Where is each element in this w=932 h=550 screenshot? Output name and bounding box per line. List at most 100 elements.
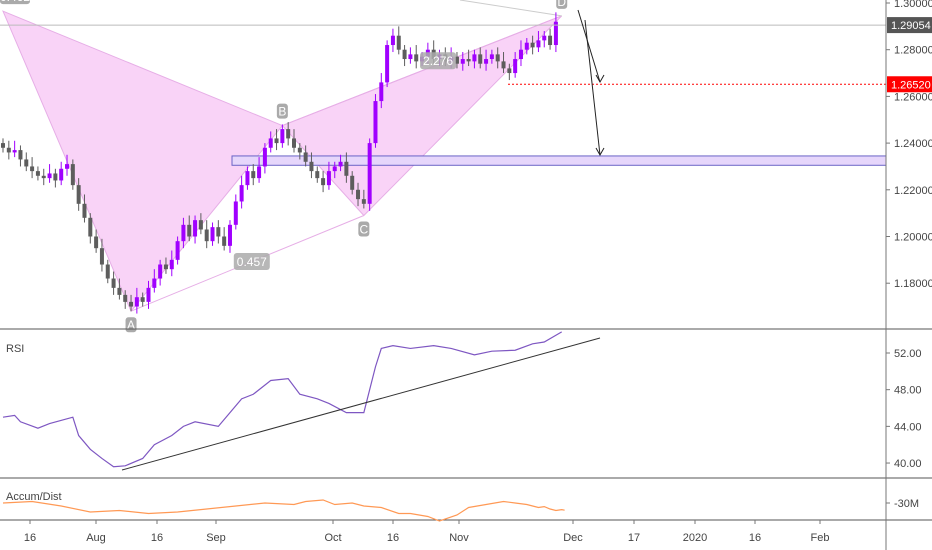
candle-up: [146, 287, 151, 302]
rsi-title: RSI: [6, 343, 24, 355]
candle-down: [35, 171, 40, 176]
time-tick-label: 17: [628, 532, 640, 544]
time-tick-label: Sep: [206, 532, 226, 544]
candle-down: [76, 185, 81, 204]
candle-down: [111, 278, 116, 288]
arrow-head-icon: [595, 147, 605, 157]
candle-down: [309, 161, 314, 172]
candle-up: [268, 138, 273, 148]
pattern-point-label: C: [360, 222, 369, 236]
candle-up: [542, 35, 547, 41]
candle-down: [70, 164, 75, 186]
candle-up: [484, 59, 489, 64]
candle-down: [105, 264, 110, 279]
candle-down: [396, 35, 401, 50]
candle-up: [134, 297, 139, 307]
rsi-trendline: [121, 337, 601, 471]
candle-up: [245, 171, 250, 186]
pattern-line-bd: [282, 15, 562, 127]
candle-down: [344, 161, 349, 176]
candle-up: [373, 101, 378, 144]
candle-up: [390, 35, 395, 46]
time-axis: 16 Aug 16 Sep Oct 16 Nov Dec 17 2020 16 Feb: [24, 520, 830, 544]
candle-up: [59, 168, 64, 181]
ratio-label: 0.457: [237, 255, 267, 269]
candle-down: [274, 138, 279, 144]
candle-down: [292, 138, 296, 148]
ad-title: Accum/Dist: [6, 491, 62, 503]
candle-up: [460, 59, 465, 64]
candle-up: [65, 164, 70, 169]
candle-down: [222, 236, 227, 246]
pattern-label-bg: [125, 317, 137, 333]
time-tick-label: Nov: [449, 532, 469, 544]
pattern-label-bg: [276, 103, 288, 119]
candle-up: [12, 150, 17, 153]
candle-down: [216, 227, 221, 237]
candle-down: [297, 147, 302, 153]
projection-arrow: [577, 9, 601, 83]
candle-down: [361, 199, 366, 204]
candle-down: [30, 166, 35, 172]
candle-up: [524, 42, 529, 50]
candle-up: [239, 185, 244, 202]
candle-down: [507, 68, 512, 74]
candle-down: [530, 42, 535, 48]
price-tick-label: 1.30000: [894, 0, 932, 10]
rsi-tick-label: 44.00: [894, 421, 922, 433]
candle-down: [466, 59, 471, 62]
candle-up: [158, 264, 163, 279]
candle-up: [175, 241, 180, 260]
candle-up: [472, 54, 477, 62]
candle-up: [536, 40, 541, 48]
candle-up: [181, 224, 186, 242]
candle-down: [303, 152, 308, 162]
price-tick-label: 1.22000: [894, 185, 932, 197]
rsi-tick-label: 52.00: [894, 348, 922, 360]
candle-up: [193, 220, 198, 237]
rsi-tick-label: 40.00: [894, 458, 922, 470]
arrow-head-icon: [595, 74, 605, 84]
candle-up: [152, 278, 157, 288]
target-price-label: 1.26520: [891, 79, 931, 91]
time-tick-label: Feb: [811, 532, 830, 544]
candle-down: [53, 173, 58, 181]
candle-down: [251, 171, 256, 179]
time-tick-label: Aug: [86, 532, 106, 544]
candle-down: [187, 224, 192, 237]
time-tick-label: 16: [24, 532, 36, 544]
candle-down: [24, 159, 29, 167]
time-tick-label: Oct: [324, 532, 341, 544]
price-tick-label: 1.28000: [894, 45, 932, 57]
current-price-badge: [887, 17, 932, 34]
candle-up: [262, 147, 267, 167]
candle-up: [227, 224, 232, 246]
candle-down: [501, 61, 506, 69]
candle-down: [163, 264, 168, 270]
rsi-line: [2, 331, 563, 468]
price-tick-label: 1.24000: [894, 138, 932, 150]
candle-down: [123, 294, 128, 302]
pattern-point-label: D: [557, 0, 566, 9]
candle-down: [350, 175, 355, 190]
candle-down: [198, 220, 203, 230]
candle-up: [233, 201, 238, 225]
time-tick-label: 16: [387, 532, 399, 544]
time-tick-label: Dec: [563, 532, 583, 544]
candle-down: [495, 54, 500, 62]
candle-up: [169, 259, 174, 270]
price-tick-label: 1.18000: [894, 278, 932, 290]
candle-up: [257, 166, 262, 179]
pattern-line-xd: [459, 0, 562, 17]
candle-up: [326, 171, 331, 186]
candle-up: [518, 49, 523, 60]
pattern-triangle-bcd: [281, 15, 563, 217]
candle-down: [99, 248, 104, 265]
candle-down: [315, 171, 320, 179]
price-tick-label: 1.20000: [894, 232, 932, 244]
accum-dist-pane: -30M: [2, 498, 919, 522]
rsi-pane: 52.00 48.00 44.00 40.00: [2, 331, 922, 471]
